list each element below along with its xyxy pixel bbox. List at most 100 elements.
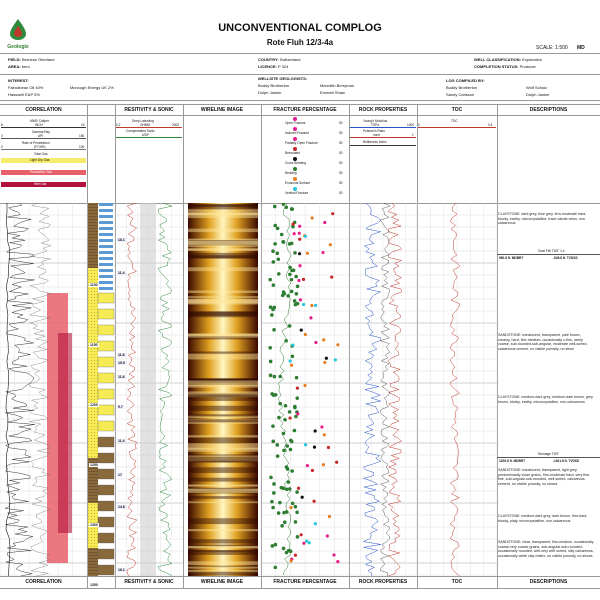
- description-5: CLAYSTONE: medium-dark grey, dark brown,…: [498, 514, 588, 523]
- bedding-point: [280, 293, 285, 298]
- cutting-sample: [97, 484, 115, 496]
- cutting-sample: [97, 308, 115, 320]
- fracture-legend-symbol: [293, 147, 297, 151]
- image-band: [188, 384, 258, 388]
- bedding-point: [279, 232, 284, 237]
- bedding-point: [283, 418, 287, 422]
- image-band: [188, 546, 258, 549]
- well-class-label: WELL CLASSIFICATION:: [474, 57, 521, 62]
- log-compiled-2: Wolf Scholz: [526, 85, 548, 90]
- bedding-point: [278, 374, 283, 379]
- fracture-point: [295, 386, 300, 390]
- bedding-point: [273, 542, 278, 547]
- cutting-sample: [97, 452, 115, 464]
- image-band: [188, 296, 258, 299]
- legend-rop-unit: (FT/HR): [34, 145, 46, 149]
- image-band: [188, 561, 258, 565]
- bedding-point: [284, 338, 288, 343]
- fracture-point: [321, 463, 326, 467]
- wellsite-3: Dolph Janker: [258, 90, 282, 95]
- fracture-point: [291, 343, 295, 347]
- legend-rop-min: 0: [1, 145, 3, 149]
- fracture-legend-label: Erosional Surface: [285, 181, 311, 185]
- bedding-point: [290, 207, 295, 211]
- image-band: [188, 335, 258, 340]
- bedding-point: [295, 535, 300, 539]
- bedding-point: [287, 324, 292, 328]
- image-band: [188, 539, 258, 544]
- wellsite-4: Emmett Shaw: [320, 90, 345, 95]
- wet-gas-fill: [58, 333, 72, 533]
- image-band: [188, 544, 258, 547]
- legend-rop-max: 100: [79, 145, 85, 149]
- legend-caliper-unit: INCH: [35, 123, 43, 127]
- legend-poisson-unit: none: [373, 133, 381, 137]
- fracture-point: [296, 412, 300, 416]
- image-band: [188, 545, 258, 548]
- image-band: [188, 460, 258, 463]
- fracture-point: [327, 514, 332, 519]
- top-goat-fell-md: 980.8 ft. MDBRT: [499, 256, 524, 260]
- well-name: Rote Fluh 12/3-4a: [266, 38, 334, 47]
- scale-label: SCALE: 1:500: [536, 45, 568, 51]
- bedding-point: [268, 373, 273, 378]
- bedding-point: [281, 546, 286, 551]
- image-band: [188, 443, 258, 450]
- fracture-legend-label: Bedding: [285, 171, 297, 175]
- sample-marker: [99, 233, 113, 236]
- cutting-sample: [97, 564, 115, 576]
- bedding-point: [290, 469, 295, 473]
- depth-label: 1350: [89, 583, 99, 587]
- col-footer-toc: TOC: [451, 579, 463, 585]
- image-band: [188, 419, 258, 424]
- fracture-point: [289, 363, 294, 367]
- image-band: [188, 454, 258, 456]
- image-band: [188, 391, 258, 398]
- bedding-point: [282, 448, 286, 453]
- bedding-point: [268, 305, 273, 309]
- bedding-point: [275, 443, 280, 447]
- fracture-point: [288, 416, 292, 420]
- fracture-legend-symbol: [293, 187, 297, 191]
- fracture-legend-label: Cross Bedding: [285, 161, 306, 165]
- fracture-point: [288, 359, 292, 363]
- legend-deep-laterolog-unit: OHMM: [140, 123, 151, 127]
- col-header-wireline: WIRELINE IMAGE: [200, 107, 244, 113]
- fracture-point: [321, 250, 325, 255]
- toc-curve: [449, 203, 461, 576]
- bedding-point: [288, 272, 292, 277]
- depth-label: 1200: [89, 403, 99, 407]
- image-band: [188, 419, 258, 423]
- col-footer-correlation: CORRELATION: [25, 579, 62, 585]
- image-band: [188, 205, 258, 210]
- licence-label: LICENCE:: [258, 64, 277, 69]
- log-body: [0, 203, 498, 576]
- sample-marker: [99, 203, 113, 206]
- fracture-point: [336, 560, 340, 564]
- bedding-point: [275, 454, 280, 458]
- fracture-legend-label: Vertical Fracture: [285, 191, 309, 195]
- fracture-point: [299, 533, 303, 537]
- scale-unit: MD: [577, 45, 585, 51]
- fracture-point: [303, 234, 308, 238]
- bedding-point: [271, 249, 275, 253]
- image-band: [188, 298, 258, 304]
- fracture-point: [325, 534, 329, 538]
- fracture-point: [298, 298, 303, 302]
- fracture-point: [330, 275, 334, 279]
- bedding-point: [269, 475, 273, 480]
- bedding-point: [276, 257, 281, 262]
- bedding-point: [284, 205, 289, 210]
- depth-mark: 11.6: [117, 375, 126, 379]
- interest-1: Fairodbean Oil 40%: [8, 85, 44, 90]
- fracture-point: [326, 445, 331, 450]
- image-band: [188, 213, 258, 219]
- fracture-point: [305, 539, 309, 543]
- col-footer-descriptions: DESCRIPTIONS: [529, 579, 568, 585]
- image-band: [188, 415, 258, 419]
- rop-curve: [28, 203, 52, 576]
- fracture-legend-pct: 50: [339, 181, 343, 185]
- sample-marker: [99, 227, 113, 230]
- bedding-point: [284, 510, 289, 514]
- fracture-point: [292, 232, 296, 236]
